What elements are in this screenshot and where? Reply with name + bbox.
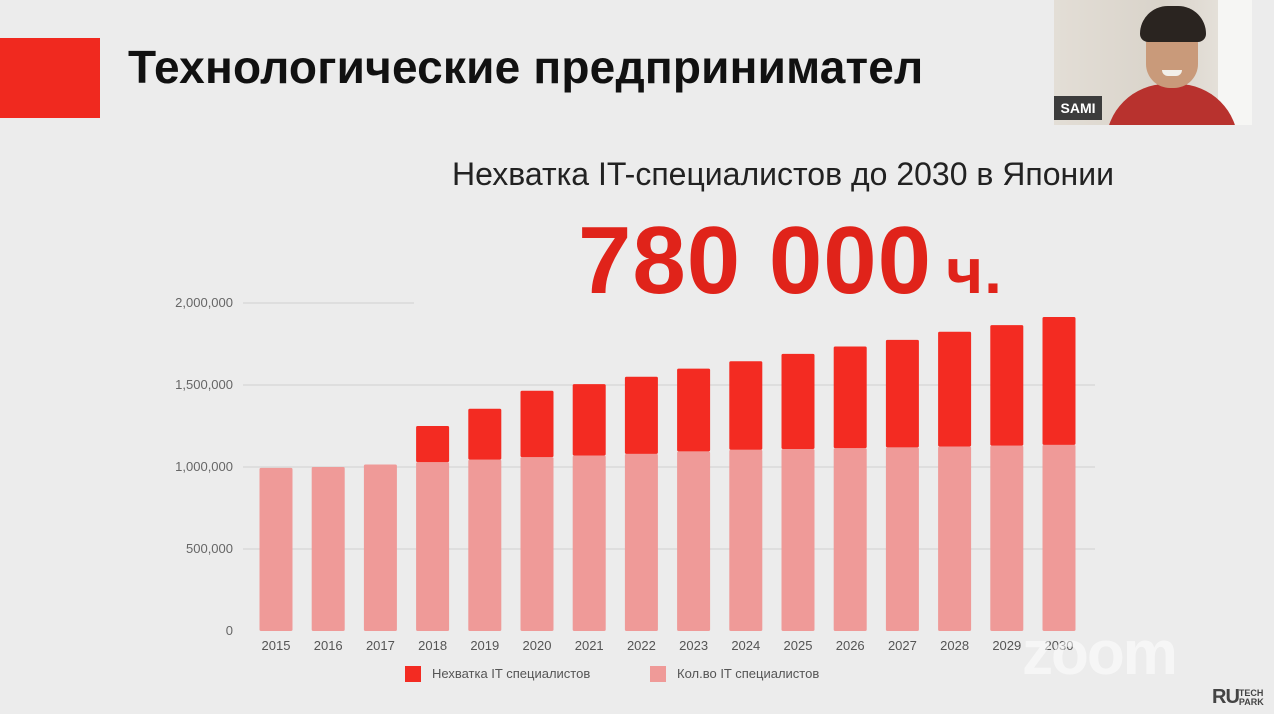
- bar-specialists: [363, 464, 397, 631]
- legend-swatch: [405, 666, 421, 682]
- bar-shortage: [885, 339, 919, 448]
- logo-tech: TECH: [1238, 687, 1264, 698]
- bar-shortage: [468, 408, 502, 460]
- zoom-watermark: zoom: [1022, 619, 1178, 688]
- x-tick-label: 2025: [784, 638, 813, 653]
- legend-swatch: [650, 666, 666, 682]
- logo-ru: RU: [1212, 686, 1240, 708]
- bar-specialists: [468, 459, 502, 631]
- bar-shortage: [729, 361, 763, 450]
- bar-shortage: [1042, 316, 1076, 445]
- x-tick-label: 2018: [418, 638, 447, 653]
- bar-specialists: [781, 448, 815, 631]
- x-tick-label: 2016: [314, 638, 343, 653]
- participant-smile: [1162, 70, 1182, 76]
- bar-specialists: [885, 447, 919, 631]
- x-tick-label: 2020: [523, 638, 552, 653]
- x-tick-label: 2015: [262, 638, 291, 653]
- x-tick-label: 2023: [679, 638, 708, 653]
- rutechpark-logo: RUTECH PARK: [1212, 686, 1264, 709]
- x-tick-label: 2024: [731, 638, 760, 653]
- x-tick-label: 2019: [470, 638, 499, 653]
- bar-specialists: [833, 448, 867, 631]
- chart-subtitle: Нехватка IT-специалистов до 2030 в Япони…: [452, 156, 1114, 192]
- x-tick-label: 2021: [575, 638, 604, 653]
- x-tick-label: 2022: [627, 638, 656, 653]
- participant-name-tag: SAMI: [1054, 96, 1102, 120]
- x-tick-label: 2029: [992, 638, 1021, 653]
- x-tick-label: 2027: [888, 638, 917, 653]
- accent-block: [0, 38, 100, 118]
- bar-specialists: [520, 457, 554, 631]
- logo-techpark: TECH PARK: [1238, 687, 1264, 707]
- bar-specialists: [416, 462, 450, 631]
- bar-shortage: [677, 368, 711, 452]
- bar-specialists: [624, 453, 658, 631]
- bar-specialists: [729, 449, 763, 631]
- x-tick-label: 2030: [1045, 638, 1074, 653]
- bar-shortage: [416, 426, 450, 463]
- logo-park: PARK: [1238, 696, 1264, 707]
- bar-shortage: [520, 390, 554, 458]
- y-tick-label: 1,000,000: [175, 459, 233, 474]
- y-tick-label: 2,000,000: [175, 295, 233, 310]
- big-number-unit: ч.: [946, 235, 1003, 307]
- big-number-value: 780 000: [578, 207, 933, 314]
- bar-shortage: [624, 376, 658, 454]
- bar-shortage: [990, 325, 1024, 446]
- bar-shortage: [781, 353, 815, 449]
- participant-video[interactable]: SAMI: [1054, 0, 1252, 125]
- x-tick-label: 2017: [366, 638, 395, 653]
- legend-label: Нехватка IT специалистов: [432, 666, 590, 681]
- bar-specialists: [572, 455, 606, 631]
- big-number: 780 000 ч.: [578, 206, 1003, 316]
- bar-specialists: [259, 467, 293, 631]
- bar-specialists: [990, 445, 1024, 631]
- bar-shortage: [833, 346, 867, 449]
- x-tick-label: 2026: [836, 638, 865, 653]
- x-tick-label: 2028: [940, 638, 969, 653]
- slide-title: Технологические предпринимател: [128, 41, 924, 93]
- y-tick-label: 0: [226, 623, 233, 638]
- legend-label: Кол.во IT специалистов: [677, 666, 819, 681]
- y-tick-label: 1,500,000: [175, 377, 233, 392]
- bar-shortage: [938, 331, 972, 447]
- bar-shortage: [572, 384, 606, 456]
- y-tick-label: 500,000: [186, 541, 233, 556]
- bar-specialists: [938, 446, 972, 631]
- participant-hair: [1140, 6, 1206, 42]
- bar-specialists: [677, 451, 711, 631]
- bar-specialists: [311, 467, 345, 631]
- bar-specialists: [1042, 444, 1076, 631]
